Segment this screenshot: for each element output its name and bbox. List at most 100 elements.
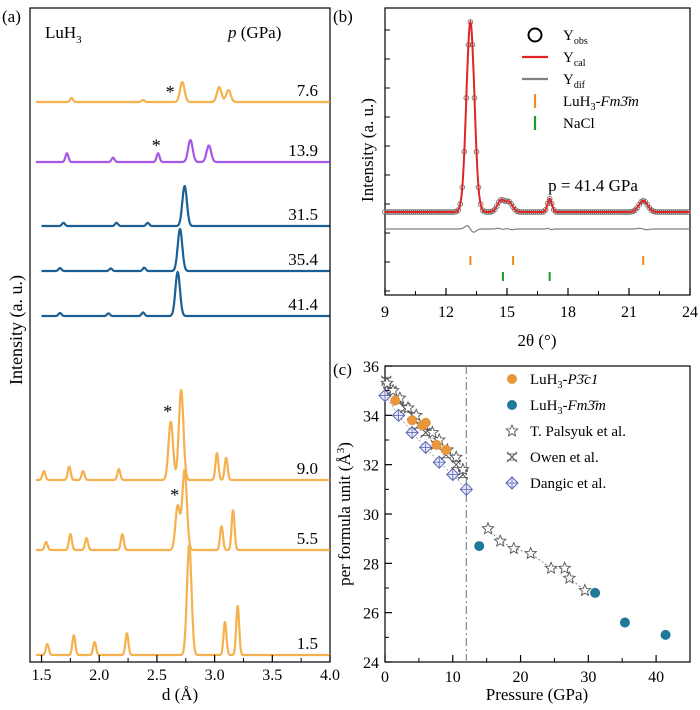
trace-7.6: [35, 80, 331, 104]
yobs-point: [455, 207, 462, 213]
panel-c: (c) LuH3-P3̄c1 LuH3-Fm3̄m T. Palsyuk et al…: [333, 359, 691, 704]
ydif-line: [385, 225, 690, 233]
legend-entry-circle: LuH3-Fm3̄m: [530, 398, 606, 417]
c-x-tick-label-20: 20: [513, 669, 529, 686]
a-tick-label-3.0: 3.0: [205, 667, 225, 684]
palsyuk-point: [578, 583, 592, 597]
trace-label-13.9: 13.9: [288, 141, 318, 160]
panel-b-x-label: 2θ (°): [517, 331, 556, 350]
panel-a-x-ticks: 1.5 2.0 2.5 3.0 3.5 4.0: [32, 655, 340, 684]
c-x-tick-label-10: 10: [445, 669, 461, 686]
panel-a-traces: 7.6 * 13.9 * 31.5 35.4 41.4 9.0 * 5.5 * 1.5: [35, 80, 331, 657]
panel-c-y-label: per formula unit (Å3): [335, 442, 354, 586]
c-x-tick-label-40: 40: [648, 669, 664, 686]
palsyuk-point: [380, 376, 394, 390]
a-tick-label-3.5: 3.5: [262, 667, 282, 684]
trace-5.5: [35, 468, 331, 552]
dangic-point: [446, 467, 460, 482]
trace-label-1.5: 1.5: [297, 634, 318, 653]
asterisk-marker: *: [152, 136, 161, 156]
trace-9.0: [35, 388, 331, 482]
b-tick-label-24: 24: [682, 304, 698, 321]
legend-entry-diamond: Dangic et al.: [530, 476, 606, 492]
a-tick-label-2.5: 2.5: [147, 667, 167, 684]
panel-b-annotation: p = 41.4 GPa: [548, 176, 638, 195]
panel-c-plot: [378, 366, 671, 662]
c-y-tick-label-36: 36: [363, 359, 379, 376]
b-tick-label-18: 18: [560, 304, 576, 321]
a-tick-label-1.5: 1.5: [32, 667, 52, 684]
trace-label-41.4: 41.4: [288, 295, 318, 314]
panel-a-y-label: Intensity (a. u.): [6, 275, 27, 385]
trace-31.5: [40, 184, 331, 228]
trace-13.9: [35, 138, 331, 164]
trace-1.5: [35, 544, 331, 657]
palsyuk-point: [386, 383, 400, 397]
panel-a-pressure-header: p (GPa): [227, 23, 281, 42]
owen-point: [506, 451, 518, 463]
legend-entry-star: T. Palsyuk et al.: [530, 424, 626, 440]
asterisk-marker: *: [163, 401, 172, 421]
b-tick-label-15: 15: [499, 304, 515, 321]
palsyuk-point: [449, 450, 464, 464]
panel-b-frame: [384, 7, 691, 296]
legend-marker-circle: [507, 400, 517, 410]
legend-entry-Y: Yobs: [563, 28, 588, 47]
panel-a-compound: LuH3: [45, 23, 82, 46]
b-tick-label-21: 21: [621, 304, 637, 321]
panel-c-x-label: Pressure (GPa): [486, 685, 588, 704]
trace-41.4: [40, 270, 331, 318]
panel-a-label: (a): [2, 7, 21, 26]
panel-c-y-ticks: 24 26 28 30 32 34 36: [363, 359, 392, 672]
data-point: [441, 444, 451, 455]
c-x-tick-label-30: 30: [580, 669, 596, 686]
legend-entry-LuH: LuH3-Fm3̄m: [563, 94, 639, 113]
legend-marker-yobs: [527, 27, 543, 43]
dangic-point: [459, 482, 474, 497]
trace-label-9.0: 9.0: [297, 459, 318, 478]
panel-a-frame: [29, 7, 331, 663]
trace-label-7.6: 7.6: [297, 81, 318, 100]
yobs-point: [546, 195, 553, 202]
palsyuk-point: [544, 561, 558, 575]
palsyuk-point: [481, 521, 495, 535]
data-point: [407, 415, 418, 426]
panel-a: (a) LuH3 p (GPa) 7.6 * 13.9 * 31.5 35.4 41.4 9.…: [2, 7, 340, 704]
data-point: [390, 395, 401, 406]
asterisk-marker: *: [170, 485, 179, 505]
panel-b-x-ticks: 9 12 15 18 21 24: [381, 288, 698, 321]
trace-label-31.5: 31.5: [288, 205, 318, 224]
c-x-tick-label-0: 0: [381, 669, 389, 686]
a-tick-label-4.0: 4.0: [320, 667, 340, 684]
dangic-point: [505, 476, 519, 490]
c-y-tick-label-28: 28: [363, 556, 379, 573]
palsyuk-point: [456, 462, 470, 476]
panel-b-y-label: Intensity (a. u.): [358, 98, 377, 202]
panel-c-legend: LuH3-P3̄c1 LuH3-Fm3̄m T. Palsyuk et al. Owe…: [505, 372, 626, 492]
palsyuk-point: [505, 423, 519, 437]
trace-label-35.4: 35.4: [288, 250, 318, 269]
legend-entry-Y: Ycal: [563, 50, 586, 69]
panel-b: (b) Yobs Ycal Ydif LuH3-Fm3̄m NaCl p = 41.4 …: [333, 7, 698, 350]
palsyuk-point: [557, 561, 572, 575]
panel-b-label: (b): [333, 7, 353, 26]
palsyuk-point: [493, 533, 507, 547]
owen-point: [457, 469, 469, 480]
c-y-tick-label-26: 26: [363, 606, 379, 623]
data-point: [619, 617, 630, 628]
dangic-point: [418, 440, 433, 455]
palsyuk-point: [523, 546, 538, 560]
panel-c-x-ticks: 0 10 20 30 40: [381, 655, 664, 686]
a-tick-label-2.0: 2.0: [89, 667, 109, 684]
c-y-tick-label-24: 24: [363, 655, 379, 672]
data-point: [660, 629, 671, 640]
data-point: [474, 541, 485, 552]
legend-marker-circle: [507, 374, 517, 384]
panel-a-x-label: d (Å): [162, 685, 198, 704]
data-point: [420, 417, 431, 428]
c-y-tick-label-32: 32: [363, 458, 379, 475]
c-y-tick-label-30: 30: [363, 507, 379, 524]
trace-35.4: [40, 227, 331, 273]
asterisk-marker: *: [166, 82, 175, 102]
